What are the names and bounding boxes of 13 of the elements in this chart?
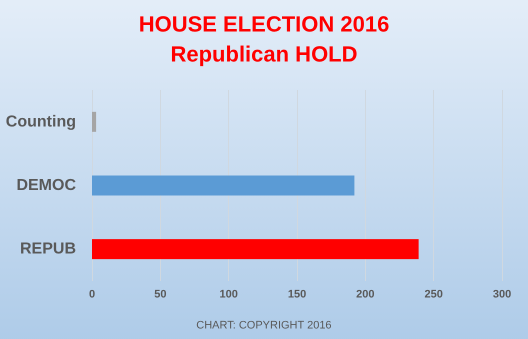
y-tick-label: Counting [6, 113, 76, 130]
text: CHART: COPYRIGHT 2016 [196, 320, 332, 332]
x-tick-label: 200 [356, 288, 375, 300]
x-tick-label: 250 [424, 288, 443, 300]
x-tick-label: 150 [288, 288, 306, 300]
y-tick-label: REPUB [20, 240, 76, 258]
x-tick-label: 100 [219, 288, 238, 300]
x-tick-label: 0 [88, 288, 96, 300]
chart-subtitle: Republican HOLD [170, 42, 358, 66]
y-tick-label: DEMOC [16, 177, 76, 194]
x-tick-label: 300 [492, 288, 512, 300]
x-tick-label: 50 [154, 288, 166, 300]
chart-title: HOUSE ELECTION 2016 [138, 12, 390, 36]
